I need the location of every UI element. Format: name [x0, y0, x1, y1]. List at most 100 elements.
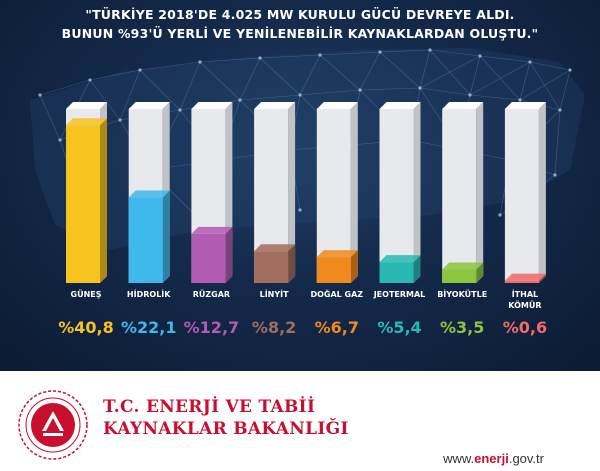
network-line	[139, 69, 181, 111]
bar-track-side	[476, 102, 484, 283]
network-node	[298, 208, 302, 212]
bar-group-4: LİNYİT %8,2	[252, 102, 296, 337]
network-node	[88, 78, 92, 82]
bar-track-top	[379, 102, 421, 109]
network-node	[428, 48, 432, 52]
network-line	[239, 94, 301, 101]
network-line	[554, 109, 561, 176]
bar-track-top	[128, 102, 170, 109]
network-node	[118, 118, 122, 122]
bar-group-2: HİDROLİK %22,1	[121, 102, 177, 337]
network-line	[519, 61, 531, 101]
network-line	[529, 61, 561, 111]
network-line	[559, 69, 571, 111]
network-line	[239, 57, 261, 101]
category-label: KÖMÜR	[508, 300, 541, 310]
network-line	[39, 94, 61, 141]
footer: T.C. ENERJİ VE TABİİ KAYNAKLAR BAKANLIĞI…	[0, 371, 600, 471]
bar-track-top	[254, 102, 296, 109]
network-line	[529, 61, 571, 71]
bar-track	[442, 109, 477, 283]
bar-value	[379, 262, 414, 283]
network-node	[38, 93, 42, 97]
network-line	[199, 61, 241, 101]
category-label: JEOTERMAL	[373, 290, 426, 299]
category-label: GÜNEŞ	[71, 289, 102, 299]
network-line	[319, 51, 381, 56]
bar-value-side	[476, 262, 484, 283]
network-line	[259, 54, 321, 59]
network-line	[419, 87, 471, 96]
network-node	[198, 60, 202, 64]
bar-group-3: RÜZGAR %12,7	[184, 102, 239, 337]
bar-value-top	[254, 244, 296, 252]
network-line	[119, 69, 141, 121]
ministry-emblem-logo	[18, 390, 88, 460]
bar-value-side	[288, 244, 296, 283]
network-line	[319, 54, 361, 91]
category-label: DOĞAL GAZ	[310, 288, 363, 299]
value-label: %8,2	[252, 318, 296, 337]
ministry-name-line-1: T.C. ENERJİ VE TABİİ	[103, 397, 316, 417]
category-label: BİYOKÜTLE	[437, 289, 487, 299]
network-line	[39, 79, 91, 96]
category-label: LİNYİT	[260, 289, 290, 299]
network-node	[568, 68, 572, 72]
network-line	[259, 57, 301, 96]
network-line	[419, 49, 431, 89]
network-line	[429, 49, 481, 57]
category-label: HİDROLİK	[127, 289, 171, 299]
network-node	[58, 138, 62, 142]
bar-track-side	[538, 102, 546, 283]
network-line	[299, 89, 361, 96]
bar-group-5: DOĞAL GAZ %6,7	[310, 102, 363, 337]
bar-track	[504, 109, 539, 283]
network-node	[553, 173, 557, 177]
bar-track	[379, 109, 414, 283]
value-label: %0,6	[503, 318, 547, 337]
network-line	[479, 55, 531, 63]
bar-value-top	[316, 250, 358, 258]
network-line	[89, 79, 121, 121]
network-line	[379, 51, 421, 89]
website-brand: enerji	[474, 451, 509, 466]
network-line	[419, 55, 481, 89]
website-link[interactable]: www.enerji.gov.tr	[443, 451, 544, 466]
value-label: %3,5	[440, 318, 484, 337]
bar-track-side	[350, 102, 358, 283]
value-label: %40,8	[58, 318, 114, 337]
bar-value-top	[379, 255, 421, 263]
bar-value-side	[162, 190, 170, 283]
website-prefix: www.	[443, 451, 475, 466]
network-node	[318, 53, 322, 57]
category-label: RÜZGAR	[193, 289, 230, 299]
network-line	[199, 57, 261, 63]
chart-title-line-1: "TÜRKİYE 2018'DE 4.025 MW KURULU GÜCÜ DE…	[85, 7, 515, 22]
bar-chart: GÜNEŞ %40,8 HİDROLİK %22,1 RÜZGAR %12,7 LİNYİT…	[58, 102, 547, 337]
network-node	[498, 213, 502, 217]
bar-value	[128, 197, 163, 283]
network-node	[258, 56, 262, 60]
network-node	[418, 86, 422, 90]
chart-panel: "TÜRKİYE 2018'DE 4.025 MW KURULU GÜCÜ DE…	[0, 0, 600, 371]
network-node	[558, 108, 562, 112]
bar-value	[504, 280, 539, 283]
bar-track-top	[316, 102, 358, 109]
bar-value-top	[191, 226, 233, 234]
network-node	[468, 93, 472, 97]
network-line	[359, 51, 381, 91]
bar-track-top	[66, 102, 107, 109]
website-suffix: .gov.tr	[508, 451, 544, 466]
bar-value-top	[442, 262, 484, 270]
network-node	[178, 108, 182, 112]
category-label: İTHAL	[512, 289, 538, 299]
bar-track-side	[413, 102, 421, 283]
network-line	[479, 55, 521, 101]
bar-track-top	[442, 102, 484, 109]
value-label: %22,1	[121, 318, 177, 337]
bar-value-top	[504, 273, 546, 281]
bar-track-side	[288, 102, 296, 283]
bar-value	[254, 251, 289, 283]
network-line	[359, 87, 421, 91]
